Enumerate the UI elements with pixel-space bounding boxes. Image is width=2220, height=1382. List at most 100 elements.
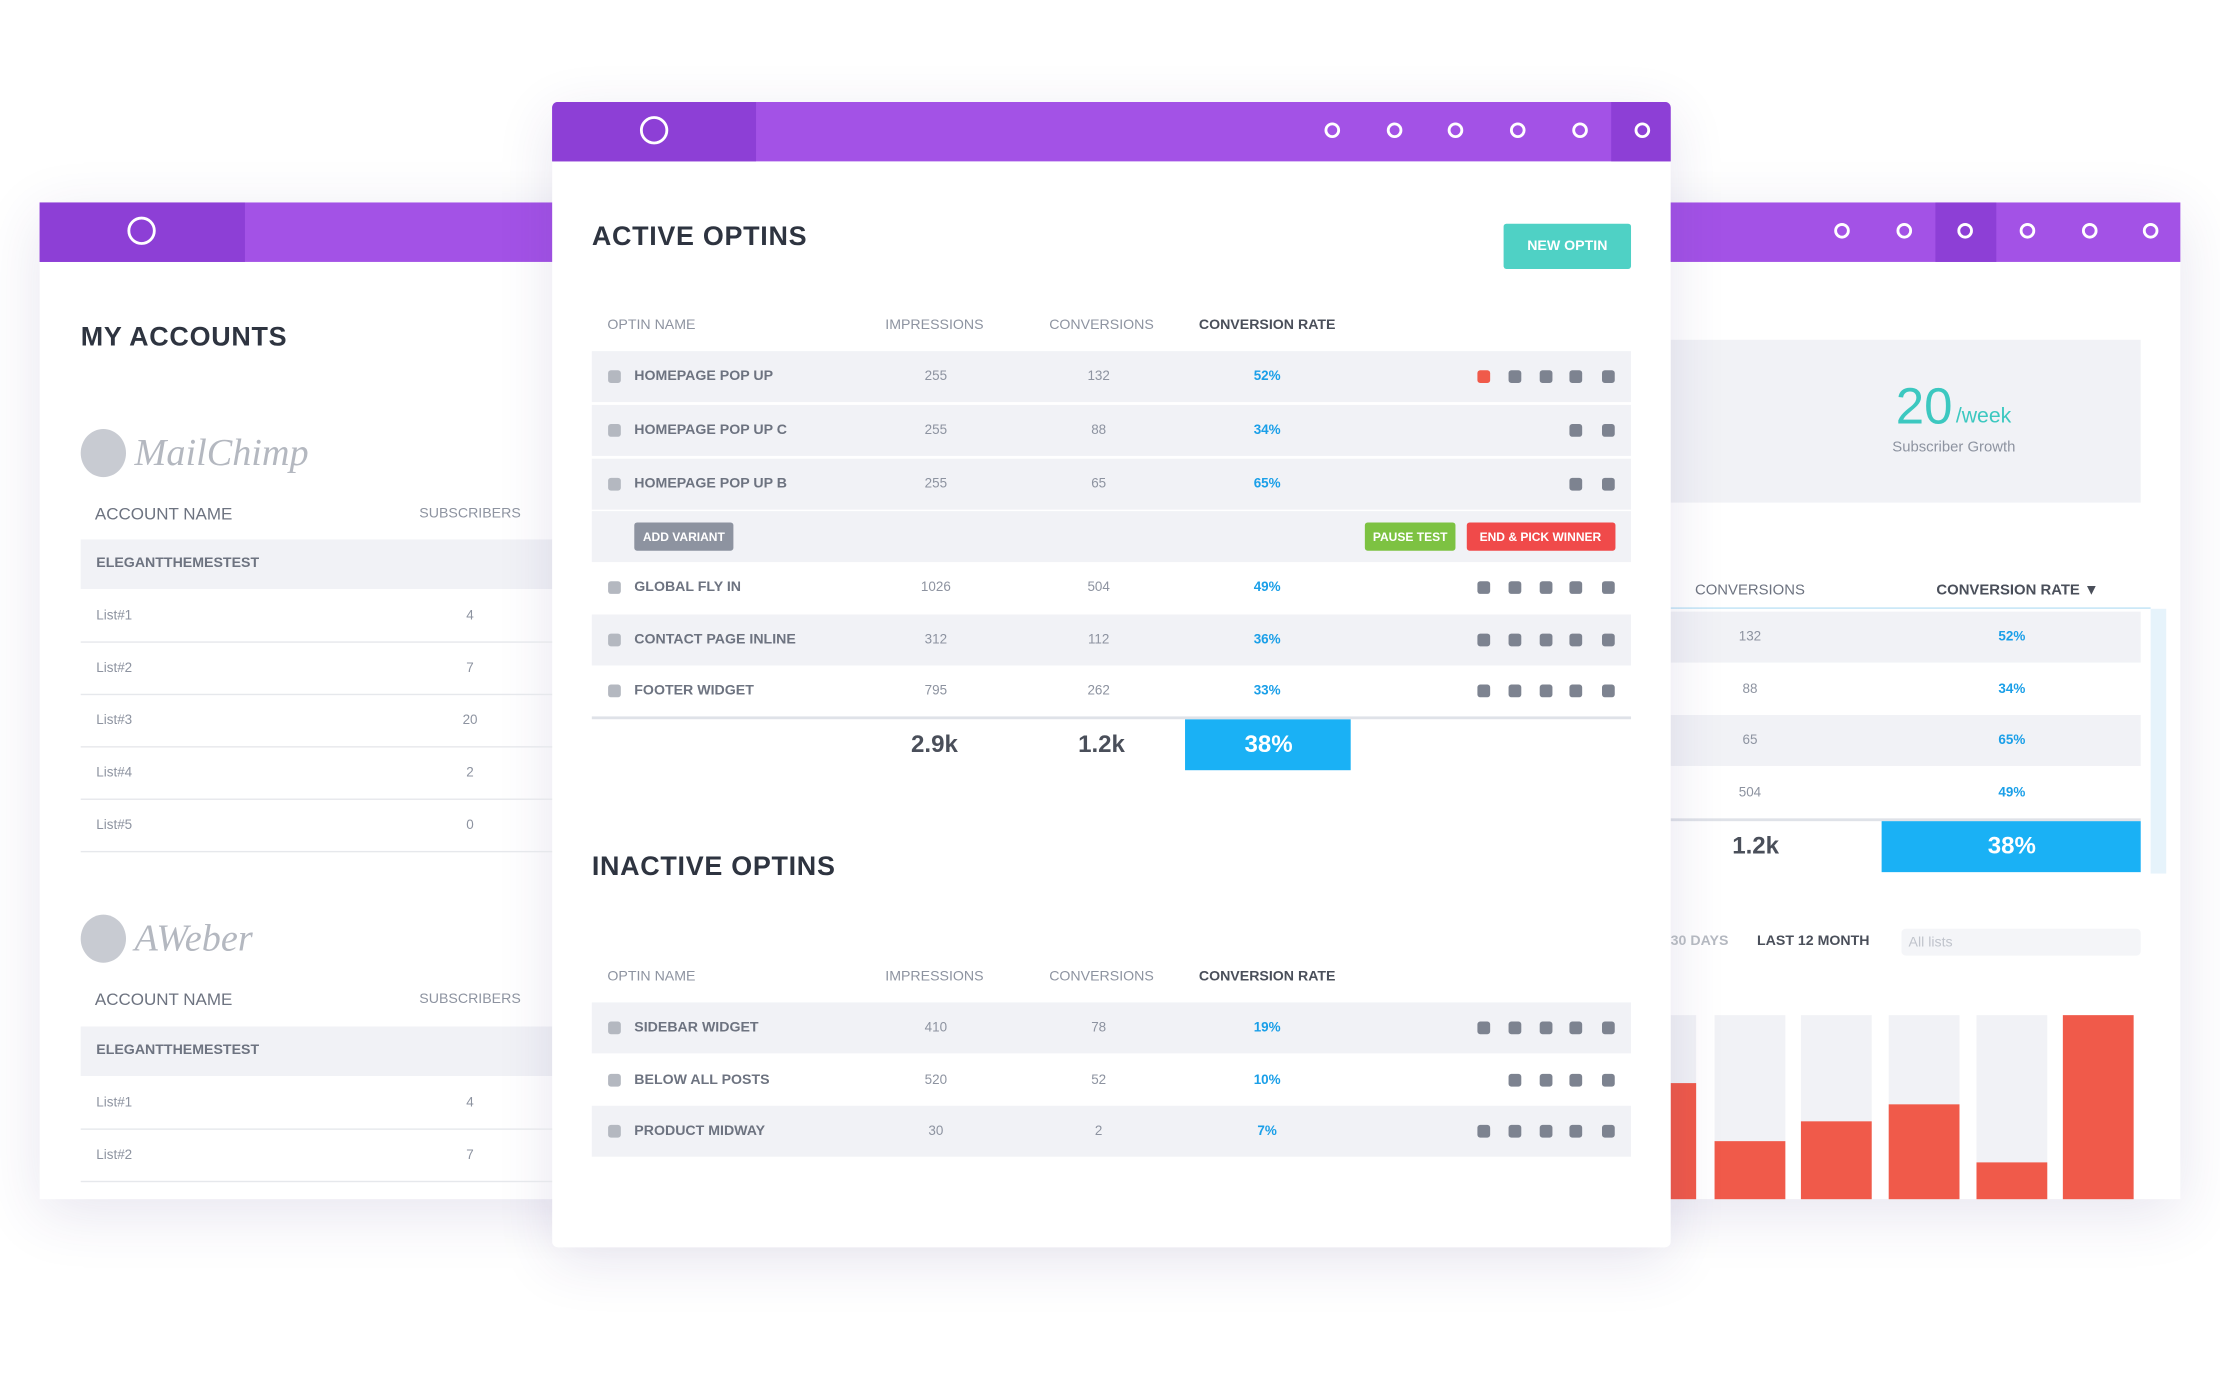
impressions: 255	[924, 422, 948, 439]
icon[interactable]	[1569, 632, 1583, 646]
icon[interactable]	[1508, 370, 1522, 383]
total-conversions: 1.2k	[1732, 832, 1780, 860]
icon[interactable]	[1508, 632, 1522, 646]
nav-icon[interactable]	[1896, 222, 1913, 239]
conversion-rate: 34%	[1253, 422, 1281, 439]
icon[interactable]	[1569, 1073, 1583, 1086]
icon[interactable]	[1569, 581, 1583, 594]
row-bg	[80, 746, 553, 748]
icon[interactable]	[1539, 684, 1553, 698]
section-title: ACTIVE OPTINS	[591, 222, 808, 253]
row-bg	[80, 850, 553, 853]
row-bg	[80, 641, 553, 643]
impressions: 410	[924, 1020, 948, 1036]
conversion-rate: 36%	[1253, 631, 1281, 648]
icon[interactable]	[1569, 424, 1583, 437]
icon[interactable]	[1569, 1124, 1583, 1138]
button-label: PAUSE TEST	[1372, 529, 1448, 544]
icon[interactable]	[1539, 1073, 1553, 1086]
icon[interactable]	[1602, 1021, 1615, 1035]
icon[interactable]	[1602, 370, 1615, 383]
total-conversions: 1.2k	[1078, 730, 1125, 758]
section-title: INACTIVE OPTINS	[591, 852, 836, 883]
icon[interactable]	[608, 632, 621, 646]
nav-icon[interactable]	[1957, 222, 1973, 239]
nav-icon[interactable]	[2019, 222, 2036, 239]
icon[interactable]	[608, 370, 621, 383]
icon[interactable]	[1602, 684, 1615, 698]
icon[interactable]	[1602, 477, 1615, 491]
button[interactable]	[1466, 522, 1616, 551]
icon[interactable]	[1477, 1124, 1491, 1138]
icon[interactable]	[1477, 684, 1491, 698]
nav-icon[interactable]	[2081, 222, 2098, 239]
icon[interactable]	[1508, 1073, 1522, 1086]
conversions: 65	[1742, 733, 1758, 749]
account-bg	[80, 1026, 553, 1077]
button[interactable]	[634, 522, 734, 551]
icon[interactable]	[1602, 632, 1615, 646]
column-header: CONVERSION RATE	[1198, 969, 1336, 985]
nav-icon[interactable]	[1572, 122, 1588, 139]
nav-icon[interactable]	[1386, 122, 1403, 139]
icon[interactable]	[608, 477, 621, 491]
icon[interactable]	[608, 1021, 621, 1035]
button[interactable]	[1364, 522, 1456, 551]
icon[interactable]	[1569, 684, 1583, 698]
select-value: All lists	[1908, 935, 1953, 951]
filter: 30 DAYS	[1670, 933, 1729, 950]
list-name: List#1	[96, 608, 133, 624]
new-optin-button[interactable]	[1503, 223, 1632, 270]
account-name: ELEGANTTHEMESTEST	[96, 555, 260, 572]
conversions: 2	[1094, 1123, 1103, 1140]
icon[interactable]	[1569, 477, 1583, 491]
select-box[interactable]	[1901, 928, 2141, 956]
row-bg	[80, 1128, 553, 1130]
column-header: CONVERSIONS	[1049, 969, 1154, 985]
optin-name: HOMEPAGE POP UP C	[634, 422, 787, 439]
icon[interactable]	[1477, 370, 1491, 383]
row-bg	[591, 351, 1632, 403]
icon[interactable]	[1602, 424, 1615, 437]
column-header: SUBSCRIBERS	[419, 991, 521, 1008]
icon[interactable]	[1602, 581, 1615, 594]
icon[interactable]	[1477, 581, 1491, 594]
icon[interactable]	[1508, 1124, 1522, 1138]
icon[interactable]	[1539, 581, 1553, 594]
icon[interactable]	[608, 581, 621, 594]
icon[interactable]	[1602, 1124, 1615, 1138]
row-bg	[80, 798, 553, 800]
row-bg	[591, 404, 1632, 456]
icon[interactable]	[1539, 1021, 1553, 1035]
icon[interactable]	[1508, 684, 1522, 698]
icon[interactable]	[1539, 370, 1553, 383]
column-header: SUBSCRIBERS	[419, 506, 521, 522]
icon[interactable]	[608, 1124, 621, 1138]
bar	[1800, 1121, 1872, 1200]
icon[interactable]	[608, 684, 621, 698]
nav-icon[interactable]	[1509, 122, 1526, 139]
column-header: OPTIN NAME	[607, 317, 696, 334]
bar	[1714, 1141, 1786, 1200]
totals-line	[591, 716, 1632, 720]
icon[interactable]	[1569, 1021, 1583, 1035]
nav-icon[interactable]	[2142, 222, 2159, 239]
icon[interactable]	[1539, 632, 1553, 646]
nav-icon[interactable]	[1447, 122, 1464, 139]
icon[interactable]	[1539, 1124, 1553, 1138]
icon[interactable]	[608, 1073, 621, 1086]
icon[interactable]	[1508, 581, 1522, 594]
impressions: 312	[924, 631, 948, 648]
nav-icon[interactable]	[1634, 122, 1651, 139]
icon[interactable]	[1508, 1021, 1522, 1035]
main-panel	[552, 101, 1671, 1248]
icon[interactable]	[1477, 632, 1491, 646]
icon[interactable]	[1569, 370, 1583, 383]
icon[interactable]	[608, 424, 621, 437]
nav-icon[interactable]	[1834, 222, 1850, 239]
logo	[639, 116, 669, 145]
icon[interactable]	[1477, 1021, 1491, 1035]
icon[interactable]	[1602, 1073, 1615, 1086]
nav-icon[interactable]	[1324, 122, 1341, 139]
